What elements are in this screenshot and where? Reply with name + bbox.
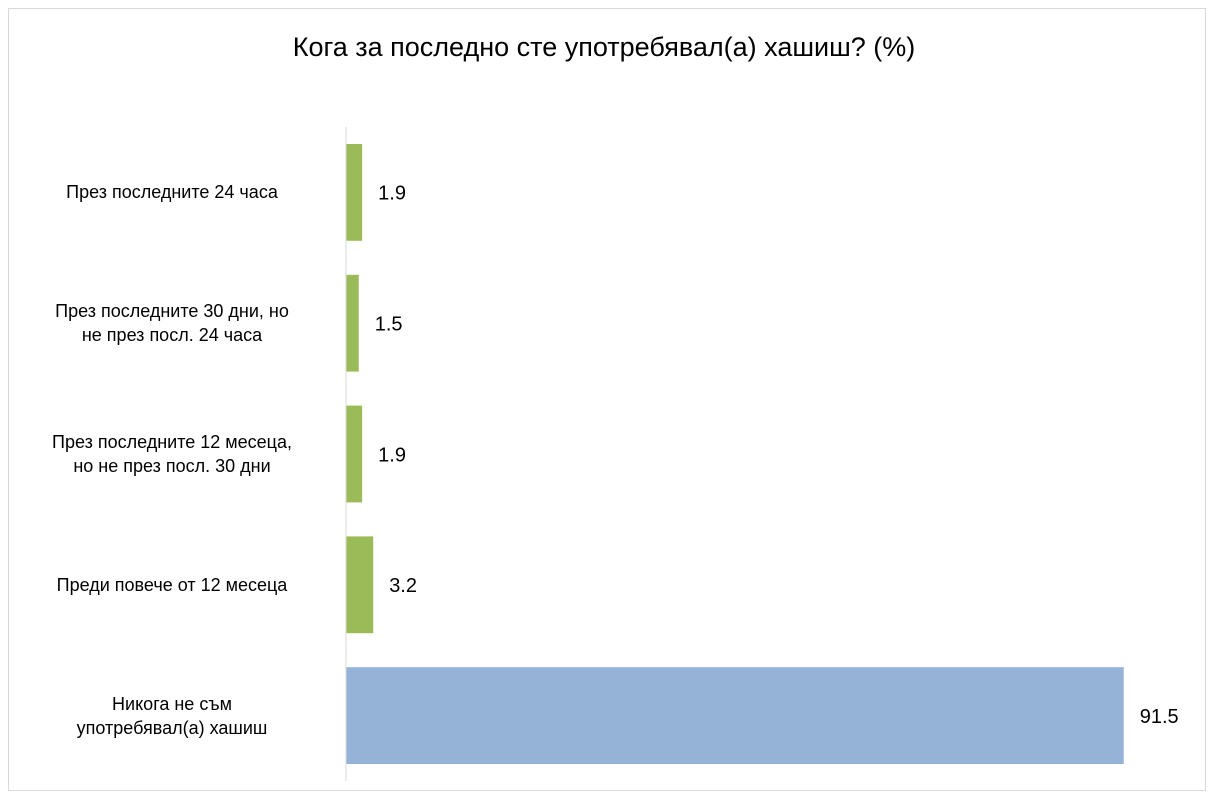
category-label: През последните 24 часа — [66, 182, 278, 203]
value-label: 1.5 — [375, 313, 403, 335]
bar — [346, 405, 363, 503]
category-label: През последните 12 месеца, но не през по… — [52, 432, 292, 476]
value-label: 1.9 — [378, 183, 406, 205]
value-label: 1.9 — [378, 444, 406, 466]
value-label: 91.5 — [1140, 706, 1179, 728]
category-label: Никога не съм употребявал(а) хашиш — [76, 693, 268, 738]
bar — [346, 274, 359, 372]
chart-title: Кога за последно сте употребявал(а) хаши… — [292, 32, 916, 62]
bar — [346, 667, 1124, 764]
category-label: През последните 30 дни, но не през посл.… — [55, 301, 289, 346]
bar — [346, 536, 374, 634]
value-label: 3.2 — [389, 575, 417, 597]
bar — [346, 144, 363, 241]
category-label: Преди повече от 12 месеца — [56, 574, 288, 595]
chart-frame — [8, 8, 1206, 791]
